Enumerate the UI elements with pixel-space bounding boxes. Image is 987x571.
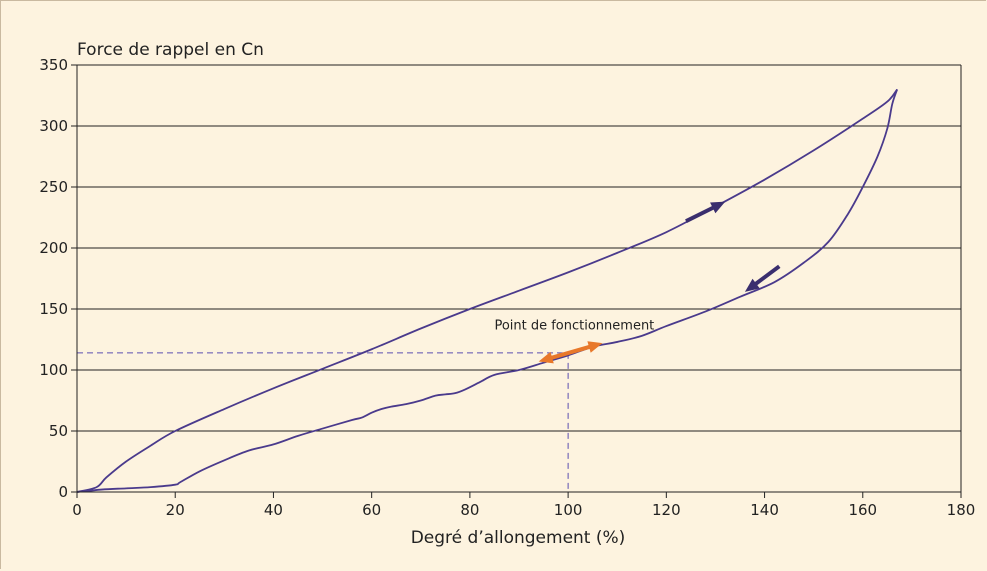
direction-arrow-0-shaft (685, 205, 716, 223)
y-axis-label: Force de rappel en Cn (77, 40, 264, 60)
y-tick-label-300: 300 (39, 117, 68, 135)
operating-point-arrow-0-shaft (549, 344, 592, 361)
tick-labels: 0 50 100 150 200 250 300 350 0 20 40 60 80 100 120 140 1… (39, 56, 975, 519)
y-tick-label-250: 250 (39, 178, 68, 196)
grid-lines (77, 64, 961, 432)
x-tick-label-20: 20 (166, 501, 185, 519)
y-tick-label-0: 0 (58, 483, 68, 501)
axes (71, 64, 962, 498)
y-tick-label-350: 350 (39, 56, 68, 74)
direction-arrows (685, 201, 781, 292)
operating-point-guides (77, 352, 569, 492)
direction-arrow-0-head (710, 201, 726, 214)
x-axis-label: Degré d’allongement (%) (411, 528, 626, 548)
direction-arrow-1 (744, 264, 781, 292)
operating-point-arrow-0-head (587, 341, 603, 353)
x-tick-label-40: 40 (264, 501, 283, 519)
x-tick-label-100: 100 (554, 501, 583, 519)
y-tick-label-50: 50 (49, 422, 68, 440)
direction-arrow-1-shaft (753, 264, 781, 287)
x-tick-label-120: 120 (652, 501, 681, 519)
series-line-unloading (76, 89, 899, 493)
y-tick-label-150: 150 (39, 300, 68, 318)
y-tick-label-100: 100 (39, 361, 68, 379)
series-layer (76, 88, 899, 493)
annotation-label-0: Point de fonctionnement (494, 319, 654, 334)
x-tick-label-60: 60 (362, 501, 381, 519)
series-line-loading (76, 88, 898, 493)
direction-arrow-0 (685, 201, 726, 223)
x-tick-label-140: 140 (750, 501, 779, 519)
x-tick-label-80: 80 (460, 501, 479, 519)
operating-point-arrow-0-tail-head (538, 351, 554, 364)
y-tick-label-200: 200 (39, 239, 68, 257)
x-tick-label-180: 180 (947, 501, 976, 519)
x-tick-label-0: 0 (72, 501, 82, 519)
direction-arrow-1-head (744, 278, 760, 292)
annotations: Point de fonctionnement (494, 319, 654, 364)
operating-point-arrow-0 (538, 341, 603, 364)
x-tick-label-160: 160 (848, 501, 877, 519)
